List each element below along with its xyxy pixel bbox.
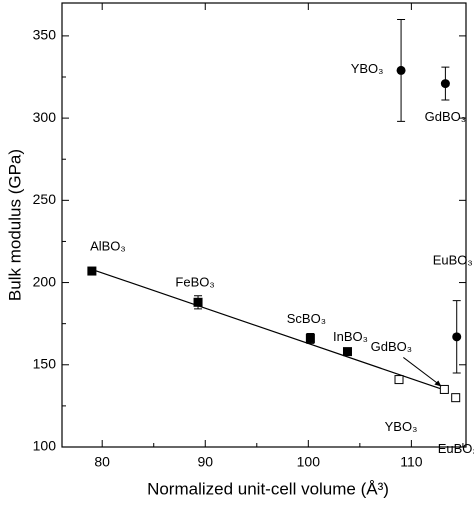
marker xyxy=(439,384,449,394)
point-label: EuBO₃ xyxy=(433,252,473,267)
marker xyxy=(440,79,450,89)
x-tick-label: 100 xyxy=(297,454,321,470)
y-tick-label: 300 xyxy=(33,109,57,125)
marker xyxy=(396,65,406,75)
y-tick-label: 350 xyxy=(33,27,57,43)
label-arrow xyxy=(403,357,441,386)
plot-frame xyxy=(61,2,467,448)
point-label: EuBO₃ xyxy=(438,441,474,456)
marker xyxy=(305,333,315,343)
point-label: FeBO₃ xyxy=(175,275,214,290)
arrow-head xyxy=(434,380,442,387)
x-axis-label: Normalized unit-cell volume (Å³) xyxy=(147,479,389,498)
y-tick-label: 250 xyxy=(33,191,57,207)
x-tick-label: 80 xyxy=(94,454,110,470)
point-label: InBO₃ xyxy=(333,329,368,344)
marker xyxy=(452,332,462,342)
marker xyxy=(193,297,203,307)
marker xyxy=(87,266,97,276)
y-tick-label: 100 xyxy=(33,438,57,454)
point-label: YBO₃ xyxy=(385,419,418,434)
y-axis-label: Bulk modulus (GPa) xyxy=(5,149,24,301)
fit-line xyxy=(91,268,448,392)
point-label: AlBO₃ xyxy=(90,238,126,253)
point-label: YBO₃ xyxy=(351,61,384,76)
point-label: ScBO₃ xyxy=(287,311,326,326)
y-tick-label: 150 xyxy=(33,355,57,371)
marker xyxy=(451,393,461,403)
marker xyxy=(394,375,404,385)
y-tick-label: 200 xyxy=(33,273,57,289)
x-tick-label: 90 xyxy=(197,454,213,470)
point-label: GdBO₃ xyxy=(371,339,412,354)
x-tick-label: 110 xyxy=(400,454,423,470)
point-label: GdBO₃ xyxy=(425,109,466,124)
marker xyxy=(342,347,352,357)
